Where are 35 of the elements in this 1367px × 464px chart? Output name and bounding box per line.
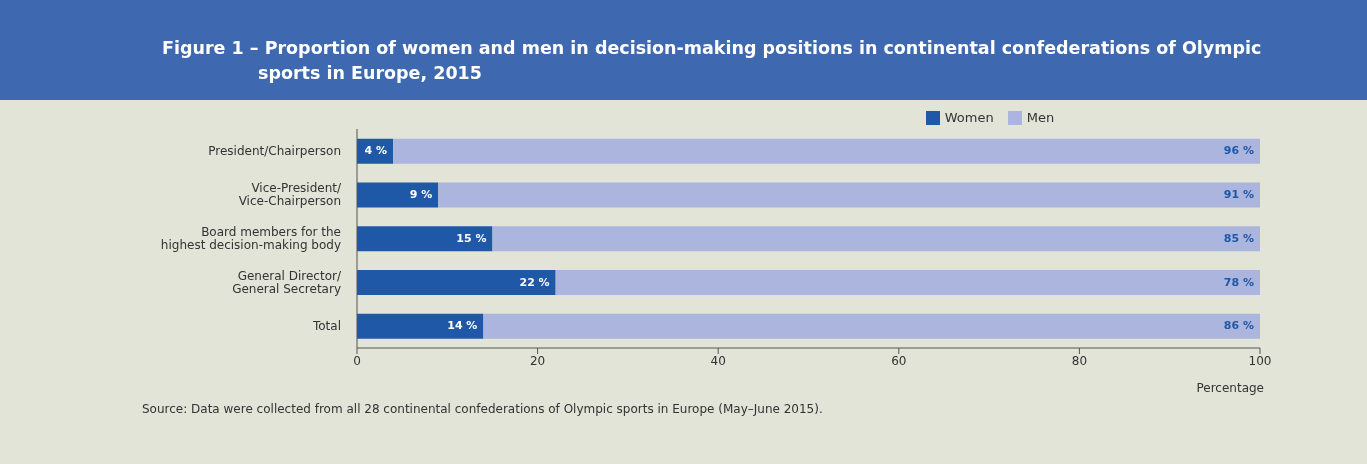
data-label: 91 % <box>1223 187 1254 201</box>
bar <box>483 313 1260 339</box>
y-tick-label: Total <box>311 318 341 333</box>
data-label: 9 % <box>409 187 433 201</box>
x-tick-label: 100 <box>1248 353 1272 368</box>
source-note: Source: Data were collected from all 28 continental confederations of Olympic sports in Europe (May–June 2015). <box>142 402 823 416</box>
bar <box>357 270 556 296</box>
legend-label: Women <box>944 110 994 125</box>
x-tick-label: 20 <box>529 353 546 368</box>
y-tick-label: President/Chairperson <box>208 143 341 158</box>
bar <box>393 138 1260 164</box>
bar <box>555 270 1260 296</box>
bar <box>492 226 1260 252</box>
x-tick-label: 40 <box>710 353 726 368</box>
y-tick-label: Vice-President/ Vice-Chairperson <box>238 180 342 208</box>
chart-title: Figure 1 – Proportion of women and men in decision-making positions in continental confederations of Olympic sports in Europe, 2015 <box>0 0 1367 100</box>
data-label: 14 % <box>447 319 478 333</box>
x-tick-label: 0 <box>353 353 361 368</box>
data-label: 86 % <box>1223 319 1254 333</box>
bar <box>357 226 493 252</box>
bar <box>357 313 484 339</box>
x-axis-title: Percentage <box>1196 381 1264 395</box>
data-label: 85 % <box>1223 231 1254 245</box>
x-tick-label: 80 <box>1071 353 1088 368</box>
x-tick-label: 60 <box>891 353 907 368</box>
y-tick-label: Board members for the highest decision-making body <box>160 224 341 252</box>
data-label: 96 % <box>1223 144 1254 158</box>
data-label: 22 % <box>519 275 550 289</box>
bar <box>357 182 439 208</box>
bar <box>438 182 1260 208</box>
data-label: 4 % <box>364 144 388 158</box>
data-label: 15 % <box>456 231 487 245</box>
y-tick-label: General Director/ General Secretary <box>232 268 342 296</box>
data-label: 78 % <box>1223 275 1254 289</box>
legend-label: Men <box>1026 110 1055 125</box>
